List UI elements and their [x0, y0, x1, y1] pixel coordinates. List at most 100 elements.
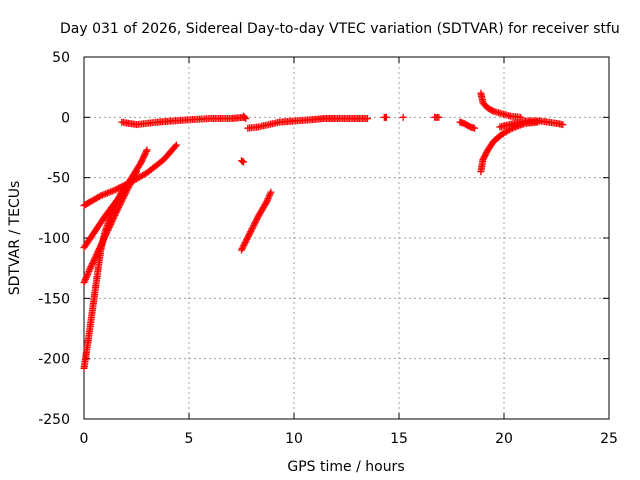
data-point — [240, 241, 248, 249]
x-tick-label: 5 — [185, 431, 194, 447]
x-tick-labels: 0 5 10 15 20 25 — [80, 431, 618, 447]
y-tick-labels: -250 -200 -150 -100 -50 0 50 — [38, 50, 70, 428]
data-point — [238, 246, 245, 254]
data-point — [241, 240, 249, 248]
data-point — [382, 113, 390, 121]
data-point — [248, 225, 256, 233]
x-tick-label: 20 — [495, 431, 513, 447]
data-point — [266, 191, 273, 199]
series-arc-c — [80, 168, 140, 287]
data-point — [88, 260, 96, 268]
data-point — [249, 223, 257, 231]
data-point — [92, 252, 100, 260]
series-arc-e — [118, 113, 248, 129]
data-point — [240, 158, 248, 166]
data-point — [142, 147, 150, 155]
data-point — [252, 217, 260, 225]
data-point — [241, 113, 249, 121]
data-point — [103, 189, 111, 197]
series-arc-n — [477, 89, 525, 121]
series-arc-d — [80, 171, 138, 372]
data-point — [116, 193, 124, 201]
data-point — [266, 190, 274, 198]
data-point — [82, 274, 90, 282]
series-arc-p — [496, 117, 567, 131]
tick-marks — [83, 56, 610, 420]
data-point — [110, 204, 118, 212]
data-point — [116, 191, 124, 199]
data-point — [109, 207, 117, 215]
series-arc-k — [399, 113, 407, 121]
data-point — [86, 264, 94, 272]
data-point — [246, 229, 254, 237]
grid — [84, 57, 609, 419]
y-tick-label: 50 — [52, 50, 70, 66]
x-tick-label: 10 — [285, 431, 303, 447]
data-point — [87, 263, 95, 271]
data-point — [115, 194, 123, 202]
data-point — [84, 271, 91, 279]
data-point — [172, 141, 180, 149]
data-point — [250, 221, 258, 229]
data-point — [85, 267, 93, 275]
data-point — [110, 186, 118, 194]
y-tick-label: -200 — [38, 352, 70, 368]
data-point — [247, 228, 255, 236]
data-point — [111, 202, 119, 210]
data-point — [143, 146, 151, 154]
series-arc-l — [431, 113, 443, 121]
data-point — [84, 269, 92, 277]
data-point — [83, 272, 91, 280]
data-point — [251, 218, 259, 226]
x-tick-label: 15 — [390, 431, 408, 447]
data-point — [108, 187, 116, 195]
data-point — [80, 279, 88, 287]
y-tick-label: -50 — [47, 171, 70, 187]
data-point — [364, 115, 371, 123]
data-point — [105, 188, 113, 196]
series-arc-j — [380, 113, 390, 121]
data-point — [247, 226, 255, 234]
series-arc-a — [80, 141, 180, 209]
data-point — [245, 231, 253, 239]
data-point — [267, 188, 275, 196]
data-points — [80, 89, 567, 372]
x-axis-label: GPS time / hours — [287, 459, 404, 475]
data-point — [107, 188, 115, 196]
data-point — [253, 215, 261, 223]
series-arc-h — [238, 188, 275, 254]
data-point — [264, 195, 272, 203]
data-point — [95, 193, 103, 201]
data-point — [113, 197, 121, 205]
data-point — [239, 243, 247, 251]
data-point — [88, 261, 96, 269]
data-point — [133, 168, 140, 176]
data-point — [435, 113, 443, 121]
data-point — [242, 115, 250, 123]
chart-title: Day 031 of 2026, Sidereal Day-to-day VTE… — [60, 21, 620, 37]
x-tick-label: 0 — [80, 431, 89, 447]
series-arc-i — [244, 115, 371, 132]
data-point — [171, 142, 179, 150]
data-point — [98, 191, 106, 199]
y-axis-label: SDTVAR / TECUs — [7, 181, 23, 296]
data-point — [241, 238, 249, 246]
data-point — [254, 214, 262, 222]
data-point — [265, 193, 273, 201]
y-tick-label: -250 — [38, 412, 70, 428]
data-point — [107, 210, 115, 218]
y-tick-label: 0 — [61, 110, 70, 126]
data-point — [100, 190, 108, 198]
y-tick-label: -100 — [38, 231, 70, 247]
data-point — [113, 199, 121, 207]
data-point — [244, 232, 252, 240]
data-point — [250, 220, 258, 228]
data-point — [399, 113, 407, 121]
data-point — [244, 234, 252, 242]
series-arc-m — [456, 118, 479, 132]
x-tick-label: 25 — [600, 431, 618, 447]
data-point — [114, 196, 122, 204]
data-point — [86, 266, 94, 274]
data-point — [263, 196, 271, 204]
